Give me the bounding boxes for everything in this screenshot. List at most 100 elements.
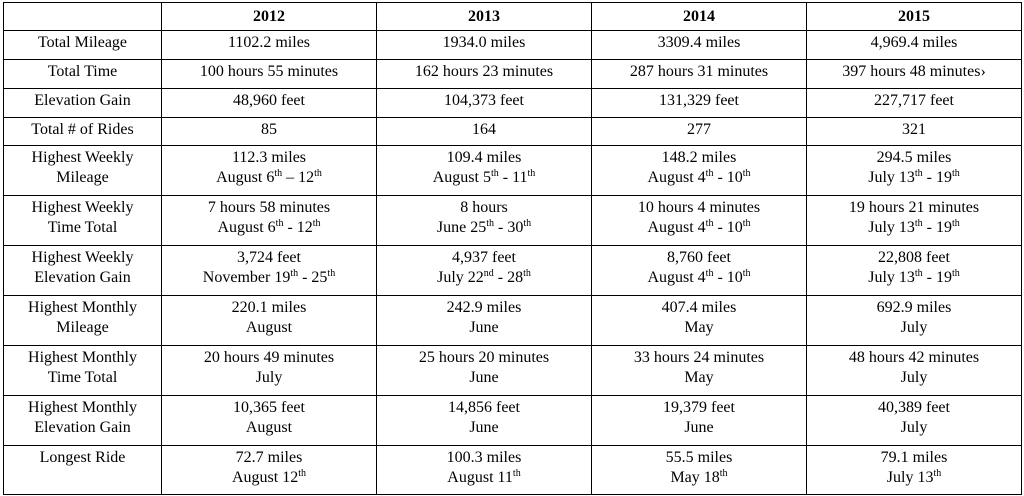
corner-cell bbox=[3, 2, 162, 31]
table-row: Total # of Rides 85 164 277 321 bbox=[3, 117, 1022, 146]
text-part: Highest Monthly bbox=[28, 349, 137, 366]
row-header-line: Mileage bbox=[7, 318, 158, 338]
text-part: Elevation Gain bbox=[34, 419, 131, 436]
text-part: Total # of Rides bbox=[31, 121, 134, 138]
table-row: Highest Weekly Mileage 112.3 miles August 6… bbox=[3, 145, 1022, 196]
text-part: - 12 bbox=[283, 219, 313, 236]
cell-line: 109.4 miles bbox=[380, 148, 588, 168]
row-header: Total Mileage bbox=[3, 30, 162, 60]
table-row: Elevation Gain 48,960 feet 104,373 feet 131… bbox=[3, 88, 1022, 118]
cell-line: 100 hours 55 minutes bbox=[165, 62, 373, 82]
cell-line: May bbox=[595, 318, 803, 338]
ordinal-suffix: th bbox=[512, 468, 521, 479]
ordinal-suffix: th bbox=[275, 218, 284, 229]
table-cell: 162 hours 23 minutes bbox=[376, 59, 592, 89]
cell-line: 10 hours 4 minutes bbox=[595, 198, 803, 218]
cell-line: August bbox=[165, 318, 373, 338]
cell-line: July 22nd - 28th bbox=[380, 268, 588, 288]
table-cell: 104,373 feet bbox=[376, 88, 592, 118]
cell-line: 8,760 feet bbox=[595, 248, 803, 268]
cell-line: June bbox=[380, 418, 588, 438]
ordinal-suffix: th bbox=[742, 268, 751, 279]
text-part: - 25 bbox=[298, 269, 328, 286]
cell-line: May 18th bbox=[595, 468, 803, 488]
text-part: 40,389 feet bbox=[878, 399, 950, 416]
text-part: 112.3 miles bbox=[231, 149, 307, 166]
cell-line: August 4th - 10th bbox=[595, 268, 803, 288]
text-part: Highest Weekly bbox=[31, 249, 134, 266]
text-part: May 18 bbox=[670, 469, 720, 486]
cell-line: 112.3 miles bbox=[165, 148, 373, 168]
cell-line: November 19th - 25th bbox=[165, 268, 373, 288]
text-part: Longest Ride bbox=[39, 449, 126, 466]
row-header-line: Elevation Gain bbox=[7, 91, 158, 111]
text-part: May bbox=[684, 319, 714, 336]
text-part: Elevation Gain bbox=[34, 269, 131, 286]
cell-line: 227,717 feet bbox=[810, 91, 1018, 111]
cell-line: July 13th - 19th bbox=[810, 218, 1018, 238]
text-part: Highest Monthly bbox=[28, 399, 137, 416]
row-header: Highest Monthly Time Total bbox=[3, 345, 162, 396]
text-part: 22,808 feet bbox=[878, 249, 950, 266]
cell-line: 14,856 feet bbox=[380, 398, 588, 418]
text-part: Highest Weekly bbox=[31, 199, 134, 216]
text-part: Total Mileage bbox=[37, 34, 128, 51]
row-header-line: Mileage bbox=[7, 168, 158, 188]
text-part: November 19 bbox=[202, 269, 291, 286]
text-part: Highest Monthly bbox=[28, 299, 137, 316]
table-cell: 148.2 miles August 4th - 10th bbox=[591, 145, 807, 196]
ordinal-suffix: th bbox=[327, 268, 336, 279]
cell-line: July 13th - 19th bbox=[810, 268, 1018, 288]
text-part: 227,717 feet bbox=[874, 92, 954, 109]
cell-line: July bbox=[810, 368, 1018, 388]
text-part: – 12 bbox=[282, 169, 315, 186]
text-part: August 6 bbox=[216, 169, 275, 186]
row-header-line: Highest Weekly bbox=[7, 198, 158, 218]
row-header-line: Time Total bbox=[7, 218, 158, 238]
ordinal-suffix: th bbox=[719, 468, 728, 479]
cell-line: 162 hours 23 minutes bbox=[380, 62, 588, 82]
cell-line: July 13th bbox=[810, 468, 1018, 488]
table-row: Total Mileage 1102.2 miles 1934.0 miles 330… bbox=[3, 30, 1022, 60]
table-row: Highest Monthly Elevation Gain 10,365 feet… bbox=[3, 395, 1022, 446]
text-part: 1934.0 miles bbox=[442, 34, 526, 51]
text-part: 85 bbox=[261, 121, 277, 138]
row-header: Total # of Rides bbox=[3, 117, 162, 146]
ordinal-suffix: th bbox=[312, 218, 321, 229]
text-part: 397 hours 48 minutes› bbox=[842, 63, 986, 80]
text-part: 4,969.4 miles bbox=[870, 34, 958, 51]
table-cell: 14,856 feet June bbox=[376, 395, 592, 446]
cell-line: 4,969.4 miles bbox=[810, 33, 1018, 53]
cell-line: 3,724 feet bbox=[165, 248, 373, 268]
cell-line: June bbox=[380, 318, 588, 338]
text-part: 407.4 miles bbox=[661, 299, 737, 316]
cell-line: 20 hours 49 minutes bbox=[165, 348, 373, 368]
text-part: July bbox=[900, 319, 928, 336]
cell-line: 10,365 feet bbox=[165, 398, 373, 418]
ordinal-suffix: th bbox=[914, 268, 923, 279]
table-cell: 407.4 miles May bbox=[591, 295, 807, 346]
text-part: June 25 bbox=[436, 219, 487, 236]
cell-line: 287 hours 31 minutes bbox=[595, 62, 803, 82]
text-part: August 6 bbox=[217, 219, 276, 236]
cell-line: July bbox=[810, 318, 1018, 338]
table-row: Highest Weekly Elevation Gain 3,724 feet No… bbox=[3, 245, 1022, 296]
text-part: 100.3 miles bbox=[446, 449, 522, 466]
text-part: June bbox=[469, 419, 499, 436]
cell-line: 164 bbox=[380, 120, 588, 140]
text-part: 162 hours 23 minutes bbox=[414, 63, 554, 80]
cell-line: 3309.4 miles bbox=[595, 33, 803, 53]
text-part: August 4 bbox=[647, 219, 706, 236]
text-part: August 5 bbox=[432, 169, 491, 186]
table-cell: 220.1 miles August bbox=[161, 295, 377, 346]
text-part: 79.1 miles bbox=[880, 449, 948, 466]
text-part: July 13 bbox=[868, 219, 915, 236]
table-cell: 109.4 miles August 5th - 11th bbox=[376, 145, 592, 196]
ordinal-suffix: th bbox=[914, 168, 923, 179]
text-part: 242.9 miles bbox=[446, 299, 522, 316]
text-part: Time Total bbox=[47, 219, 118, 236]
cell-line: August 5th - 11th bbox=[380, 168, 588, 188]
row-header-line: Elevation Gain bbox=[7, 268, 158, 288]
ordinal-suffix: nd bbox=[483, 268, 494, 279]
cell-line: 48 hours 42 minutes bbox=[810, 348, 1018, 368]
